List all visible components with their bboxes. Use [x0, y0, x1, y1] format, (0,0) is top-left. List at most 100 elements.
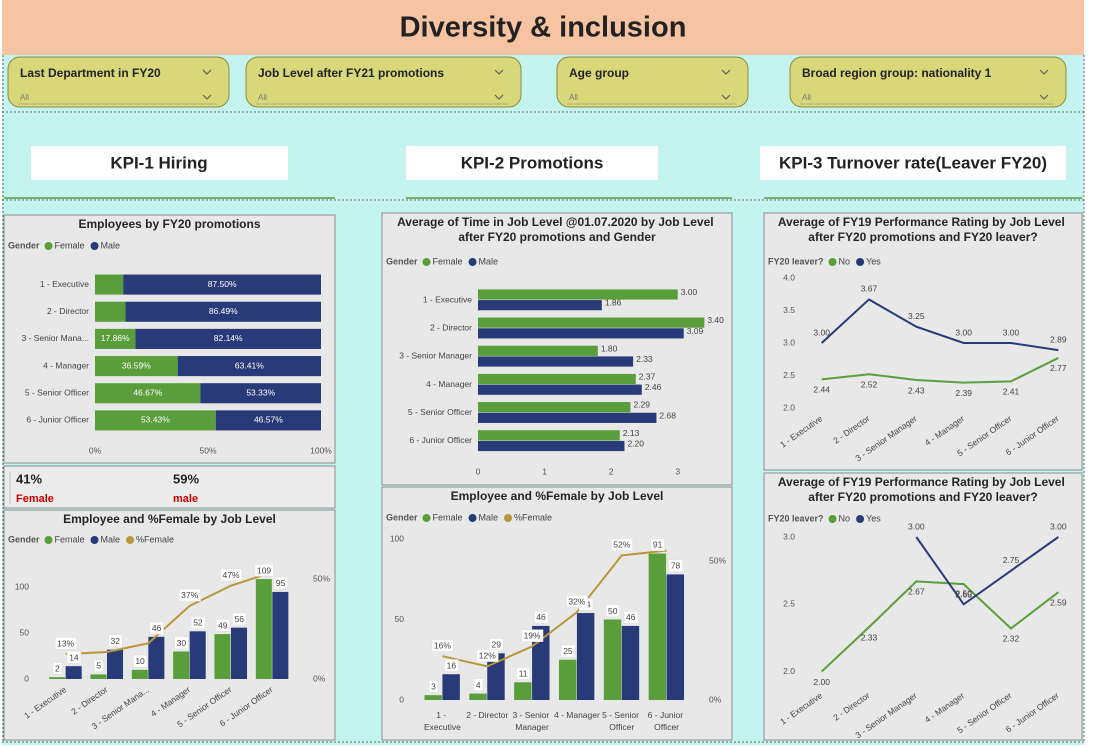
text-line: Officer: [654, 722, 679, 732]
data-label: 2.65: [955, 589, 972, 599]
data-label: 3.00: [1003, 327, 1020, 337]
legend-title: Gender: [386, 256, 418, 266]
data-label: 36.59%: [122, 360, 151, 370]
data-label: 2.68: [659, 410, 676, 420]
data-label: 2.39: [955, 388, 972, 398]
data-label: 37%: [181, 590, 198, 600]
label-box: [476, 649, 499, 662]
legend-marker: [856, 515, 865, 523]
slicer[interactable]: [556, 56, 749, 108]
y2-tick-label: 0%: [313, 673, 326, 683]
bar: [478, 300, 602, 311]
kpi-box: [31, 146, 288, 180]
data-label: 2.75: [1003, 555, 1020, 565]
bar: [478, 289, 678, 300]
text-line: Manager: [515, 722, 549, 732]
data-label: 2.50: [955, 589, 972, 599]
label-box: [66, 651, 82, 664]
data-label: 2.20: [627, 439, 644, 449]
kpi-box: [406, 146, 658, 180]
slicer-label: Age group: [569, 66, 629, 80]
x-tick-label: 50%: [199, 445, 216, 455]
bar: [478, 440, 625, 452]
data-label: 3.00: [955, 327, 972, 337]
data-label: 32: [111, 636, 121, 646]
bar: [478, 317, 705, 328]
text-line: 3 - Senior: [512, 710, 551, 720]
label-box: [94, 659, 104, 672]
text-line: Officer: [609, 722, 634, 732]
legend-label: Male: [101, 534, 121, 544]
slicer-value: All: [258, 93, 267, 102]
data-label: 46: [536, 612, 546, 622]
bar: [469, 693, 487, 700]
slicer[interactable]: [789, 56, 1067, 108]
label-box: [560, 644, 576, 658]
kpi-box: [760, 146, 1066, 180]
data-label: 4: [476, 680, 481, 690]
label-box: [190, 616, 206, 629]
data-label: 16: [447, 660, 457, 670]
y-tick-label: 0: [399, 694, 404, 704]
label-box: [108, 634, 123, 648]
bar-segment: [95, 328, 136, 349]
data-label: 3: [431, 681, 436, 691]
bar: [558, 659, 577, 700]
y-tick-label: 3.5: [783, 305, 795, 315]
slicer[interactable]: [245, 56, 522, 108]
data-label: 82.14%: [214, 333, 243, 343]
slicer[interactable]: [7, 56, 230, 108]
bar: [148, 636, 165, 679]
label-box: [668, 559, 683, 572]
data-label: 12%: [479, 651, 496, 661]
legend-marker: [468, 514, 477, 522]
data-label: 95: [276, 578, 286, 588]
data-label: 87.50%: [208, 279, 237, 289]
y-tick-label: 1 - Executive: [40, 279, 89, 289]
y-tick-label: 3 - Senior Mana...: [21, 333, 89, 343]
chart-title: Employees by FY20 promotions: [78, 217, 260, 231]
y2-tick-label: 50%: [313, 573, 330, 583]
y2-tick-label: 50%: [709, 555, 726, 565]
chevron: [721, 94, 731, 100]
y-tick-label: 6 - Junior Officer: [409, 435, 472, 445]
legend-label: Male: [479, 256, 499, 266]
x-tick-label: 1: [542, 466, 547, 476]
data-label: 2.89: [1050, 334, 1067, 344]
data-label: 2.33: [861, 632, 878, 642]
bar-segment: [135, 328, 321, 349]
text-line: 6 - Junior: [648, 710, 686, 720]
y-tick-label: 3 - Senior Manager: [399, 351, 472, 361]
data-label: 2.37: [639, 371, 656, 381]
legend-marker: [44, 242, 53, 250]
x-tick-label: 2: [609, 466, 614, 476]
legend-label: %Female: [136, 534, 174, 544]
legend-marker: [44, 536, 53, 544]
slicer-value: All: [20, 93, 29, 102]
header-bar: [2, 0, 1084, 55]
y-tick-label: 3.0: [783, 337, 795, 347]
page-title: Diversity & inclusion: [400, 12, 687, 44]
bar: [478, 430, 620, 441]
chevron: [494, 69, 504, 75]
y-tick-label: 50: [395, 614, 405, 624]
label-box: [605, 604, 621, 617]
label-box: [54, 637, 77, 650]
bar-segment: [95, 383, 201, 404]
legend-marker: [422, 514, 431, 522]
kpi-title: KPI-1 Hiring: [110, 153, 207, 172]
data-label: 32%: [568, 596, 585, 606]
chevron: [494, 94, 504, 100]
x-tick-label: 0%: [89, 445, 102, 455]
y-tick-label: 2 - Director: [430, 323, 472, 333]
bar: [107, 649, 124, 679]
data-label: 29: [491, 640, 501, 650]
line: [442, 549, 667, 668]
data-label: 2.44: [813, 385, 830, 395]
data-label: 2.32: [1003, 634, 1020, 644]
data-label: 2.46: [645, 382, 662, 392]
bar: [478, 356, 634, 367]
data-label: 2.41: [1003, 387, 1020, 397]
bar: [478, 345, 598, 356]
bar: [478, 412, 657, 423]
